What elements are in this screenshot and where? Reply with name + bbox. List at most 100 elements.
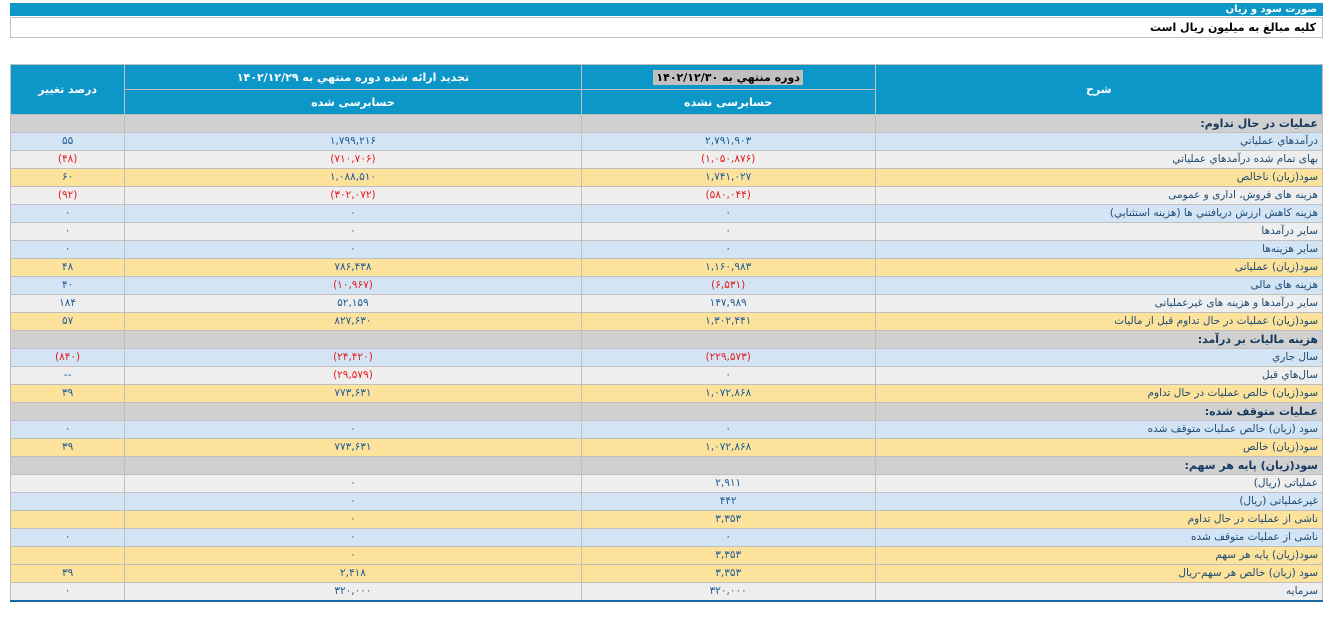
data-row: غیرعملیاتی (ریال) ۴۴۲ ۰ — [9, 492, 1324, 511]
data-row: عملیاتی (ریال) ۲,۹۱۱ ۰ — [9, 474, 1324, 493]
value-current-period: ۳۲۰,۰۰۰ — [580, 582, 876, 602]
value-prior-period: ۲,۴۱۸ — [124, 564, 582, 583]
value-current-period: ۱۴۷,۹۸۹ — [580, 294, 876, 313]
statement-title: صورت سود و زیان — [1225, 4, 1317, 15]
unit-note-bar: کلیه مبالغ به میلیون ریال است — [10, 17, 1323, 38]
value-current-period: (۲۲۹,۵۷۳) — [580, 348, 876, 367]
value-percent-change: -- — [9, 366, 126, 385]
value-prior-period: ۸۲۷,۶۳۰ — [124, 312, 582, 331]
data-row: بهای تمام شده درآمدهاي عملياتي (۱,۰۵۰,۸۷۶… — [9, 150, 1324, 169]
row-label: درآمدهاي عملياتي — [874, 132, 1324, 151]
row-label: سود (زيان) خالص عملیات متوقف شده — [874, 420, 1324, 439]
value-percent-change — [9, 492, 126, 511]
value-prior-period: ۰ — [124, 546, 582, 565]
value-prior-period: (۱۰,۹۶۷) — [124, 276, 582, 295]
row-label: ناشی از عملیات در حال تداوم — [874, 510, 1324, 529]
row-label: سایر درآمدها و هزینه های غیرعملیاتی — [874, 294, 1324, 313]
data-row: هزينه کاهش ارزش دريافتني ها (هزينه استثن… — [9, 204, 1324, 223]
value-percent-change — [9, 456, 126, 475]
value-percent-change — [9, 474, 126, 493]
value-current-period: ۳,۳۵۳ — [580, 546, 876, 565]
value-percent-change: ۰ — [9, 222, 126, 241]
value-percent-change: ۱۸۴ — [9, 294, 126, 313]
data-row: هزينه های فروش، اداری و عمومی (۵۸۰,۰۴۴) (۳… — [9, 186, 1324, 205]
statement-title-bar: صورت سود و زیان — [10, 3, 1323, 16]
value-current-period: ۰ — [580, 204, 876, 223]
row-label: سود(زيان) عملیات در حال تداوم قبل از مال… — [874, 312, 1324, 331]
current-period-label: دوره منتهي به ۱۴۰۲/۱۲/۳۰ — [653, 69, 803, 85]
data-row: سود(زيان) خالص ۱,۰۷۲,۸۶۸ ۷۷۳,۶۳۱ ۳۹ — [9, 438, 1324, 457]
value-prior-period: (۲۴,۴۲۰) — [124, 348, 582, 367]
data-row: ناشی از عملیات متوقف شده ۰ ۰ ۰ — [9, 528, 1324, 547]
section-row: عملیات متوقف شده: — [9, 402, 1324, 421]
row-label: هزينه کاهش ارزش دريافتني ها (هزينه استثن… — [874, 204, 1324, 223]
column-header-percent-change: درصد تغییر — [9, 64, 126, 115]
income-table-body: عملیات در حال تداوم: درآمدهاي عملياتي ۲,۷۹… — [9, 114, 1324, 602]
value-prior-period — [124, 330, 582, 349]
value-prior-period — [124, 114, 582, 133]
value-percent-change: ۴۸ — [9, 258, 126, 277]
value-prior-period: ۰ — [124, 240, 582, 259]
row-label: سود (زيان) خالص هر سهم-ریال — [874, 564, 1324, 583]
value-current-period: (۶,۵۳۱) — [580, 276, 876, 295]
value-prior-period: ۷۷۳,۶۳۱ — [124, 438, 582, 457]
value-prior-period: ۷۸۶,۴۳۸ — [124, 258, 582, 277]
value-prior-period: ۰ — [124, 222, 582, 241]
value-prior-period: ۳۲۰,۰۰۰ — [124, 582, 582, 602]
row-label: غیرعملیاتی (ریال) — [874, 492, 1324, 511]
data-row: سال جاري (۲۲۹,۵۷۳) (۲۴,۴۲۰) (۸۴۰) — [9, 348, 1324, 367]
prior-audit-status: حسابرسی شده — [124, 89, 582, 115]
value-prior-period — [124, 402, 582, 421]
row-label: سال‌هاي قبل — [874, 366, 1324, 385]
value-percent-change: ۶۰ — [9, 168, 126, 187]
section-row: سود(زيان) پایه هر سهم: — [9, 456, 1324, 475]
value-prior-period: ۵۲,۱۵۹ — [124, 294, 582, 313]
data-row: سرمایه ۳۲۰,۰۰۰ ۳۲۰,۰۰۰ ۰ — [9, 582, 1324, 602]
value-prior-period: ۱,۷۹۹,۲۱۶ — [124, 132, 582, 151]
value-current-period: ۰ — [580, 240, 876, 259]
value-percent-change: ۵۷ — [9, 312, 126, 331]
value-current-period — [580, 456, 876, 475]
row-label: سود(زيان) خالص عملیات در حال تداوم — [874, 384, 1324, 403]
value-percent-change: ۰ — [9, 204, 126, 223]
value-percent-change: ۴۰ — [9, 276, 126, 295]
value-prior-period: ۰ — [124, 420, 582, 439]
row-label: عملیات متوقف شده: — [874, 402, 1324, 421]
value-prior-period: ۰ — [124, 528, 582, 547]
row-label: ناشی از عملیات متوقف شده — [874, 528, 1324, 547]
row-label: سال جاري — [874, 348, 1324, 367]
row-label: سایر درآمدها — [874, 222, 1324, 241]
value-current-period: ۱,۰۷۲,۸۶۸ — [580, 384, 876, 403]
column-header-description: شرح — [874, 64, 1324, 115]
row-label: هزینه مالیات بر درآمد: — [874, 330, 1324, 349]
value-percent-change — [9, 330, 126, 349]
page-container: صورت سود و زیان کلیه مبالغ به میلیون ریا… — [9, 0, 1324, 602]
column-header-current-period: دوره منتهي به ۱۴۰۲/۱۲/۳۰ — [580, 64, 876, 90]
header-row-audit-status: حسابرسی نشده حسابرسی شده — [11, 89, 1323, 115]
value-percent-change: (۹۲) — [9, 186, 126, 205]
value-current-period: ۰ — [580, 528, 876, 547]
value-prior-period: ۰ — [124, 204, 582, 223]
header-row-periods: شرح دوره منتهي به ۱۴۰۲/۱۲/۳۰ تجدید ارائه… — [9, 64, 1324, 115]
data-row: سود(زيان) عملیات در حال تداوم قبل از مال… — [9, 312, 1324, 331]
row-label: سود(زيان) عملياتی — [874, 258, 1324, 277]
data-row: سایر درآمدها و هزینه های غیرعملیاتی ۱۴۷,۹… — [9, 294, 1324, 313]
value-percent-change: ۰ — [9, 528, 126, 547]
value-percent-change: (۸۴۰) — [9, 348, 126, 367]
row-label: سود(زيان) خالص — [874, 438, 1324, 457]
value-current-period: ۱,۳۰۲,۴۴۱ — [580, 312, 876, 331]
data-row: سود (زيان) خالص هر سهم-ریال ۳,۳۵۳ ۲,۴۱۸ ۳۹ — [9, 564, 1324, 583]
row-label: هزینه های مالی — [874, 276, 1324, 295]
value-prior-period: (۳۰۲,۰۷۲) — [124, 186, 582, 205]
unit-note: کلیه مبالغ به میلیون ریال است — [1149, 21, 1316, 34]
value-prior-period — [124, 456, 582, 475]
value-prior-period: ۰ — [124, 510, 582, 529]
value-current-period: ۰ — [580, 420, 876, 439]
value-prior-period: ۰ — [124, 474, 582, 493]
section-row: هزینه مالیات بر درآمد: — [9, 330, 1324, 349]
value-current-period: ۱,۱۶۰,۹۸۳ — [580, 258, 876, 277]
value-prior-period: ۰ — [124, 492, 582, 511]
table-header: شرح دوره منتهي به ۱۴۰۲/۱۲/۳۰ تجدید ارائه… — [9, 64, 1324, 115]
value-prior-period: ۱,۰۸۸,۵۱۰ — [124, 168, 582, 187]
value-current-period: ۱,۷۴۱,۰۲۷ — [580, 168, 876, 187]
